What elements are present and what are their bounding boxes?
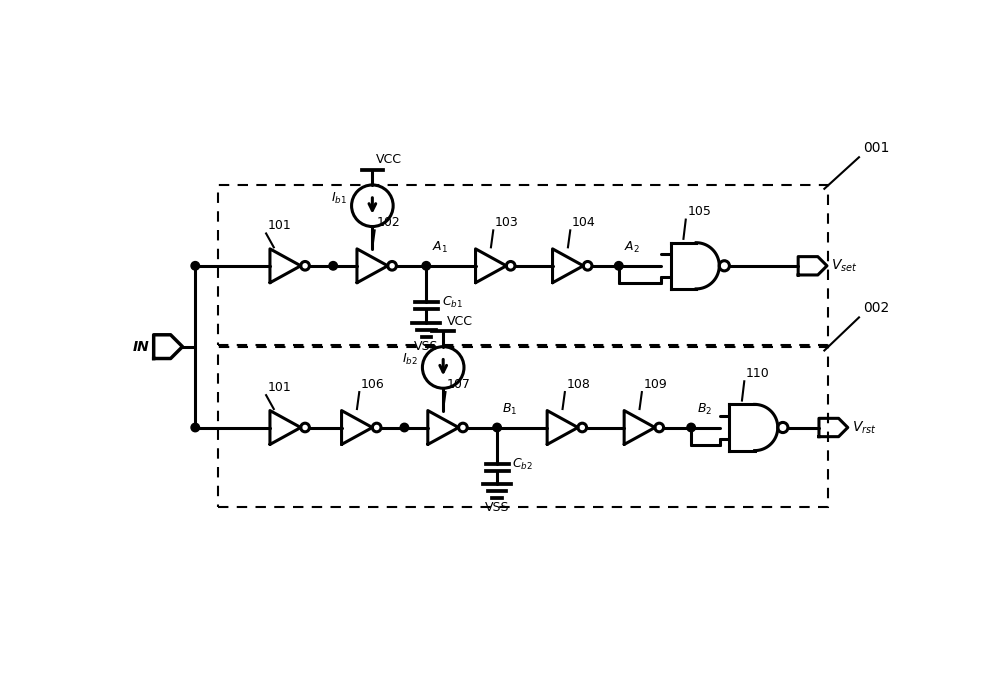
Text: 107: 107: [447, 377, 471, 391]
Circle shape: [493, 423, 501, 432]
Bar: [218, 185, 828, 345]
Text: 110: 110: [746, 367, 770, 380]
Text: $A_1$: $A_1$: [432, 240, 448, 255]
Circle shape: [329, 262, 337, 270]
Text: IN: IN: [133, 340, 150, 354]
Text: 109: 109: [643, 377, 667, 391]
Text: 002: 002: [863, 301, 889, 315]
Text: 108: 108: [566, 377, 590, 391]
Text: 101: 101: [268, 219, 291, 232]
Text: 001: 001: [863, 141, 889, 155]
Text: 105: 105: [687, 205, 711, 218]
Text: $C_{b2}$: $C_{b2}$: [512, 457, 533, 472]
Text: $V_{rst}$: $V_{rst}$: [852, 419, 876, 435]
Text: VSS: VSS: [485, 502, 509, 514]
Text: 101: 101: [268, 381, 291, 394]
Text: $I_{b2}$: $I_{b2}$: [402, 352, 418, 367]
Text: 104: 104: [572, 216, 596, 229]
Text: VCC: VCC: [447, 315, 473, 328]
Circle shape: [615, 262, 623, 270]
Text: VCC: VCC: [376, 153, 402, 167]
Circle shape: [400, 423, 409, 432]
Text: 106: 106: [361, 377, 385, 391]
Text: $B_1$: $B_1$: [502, 402, 518, 416]
Text: 103: 103: [495, 216, 519, 229]
Circle shape: [422, 262, 430, 270]
Circle shape: [687, 423, 695, 432]
Bar: [218, 347, 828, 507]
Text: $V_{set}$: $V_{set}$: [831, 258, 857, 274]
Text: $I_{b1}$: $I_{b1}$: [331, 190, 347, 206]
Text: $B_2$: $B_2$: [697, 402, 712, 416]
Text: $C_{b1}$: $C_{b1}$: [442, 295, 463, 311]
Text: $A_2$: $A_2$: [624, 240, 640, 255]
Circle shape: [191, 423, 199, 432]
Circle shape: [191, 262, 199, 270]
Text: 102: 102: [376, 216, 400, 229]
Text: VSS: VSS: [414, 340, 439, 353]
